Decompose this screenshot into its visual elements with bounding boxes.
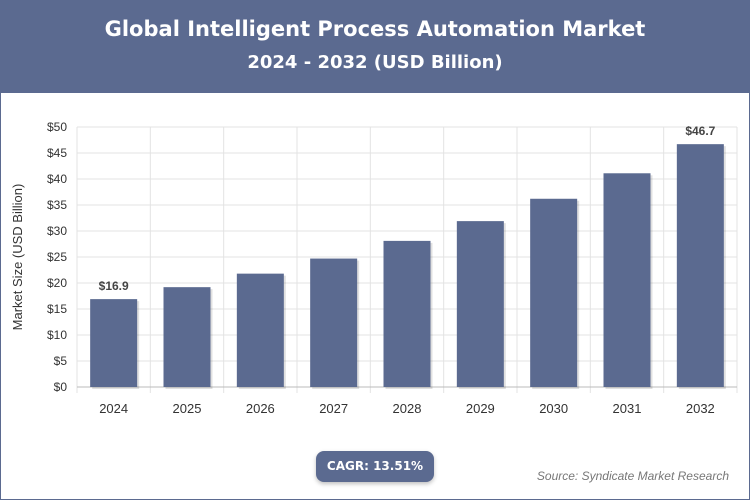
y-tick-label: $0 bbox=[54, 380, 68, 394]
source-note: Source: Syndicate Market Research bbox=[536, 469, 729, 483]
y-tick-label: $10 bbox=[47, 328, 67, 342]
chart-subtitle: 2024 - 2032 (USD Billion) bbox=[247, 52, 503, 73]
x-tick-label: 2027 bbox=[319, 401, 348, 416]
y-tick-label: $40 bbox=[47, 172, 67, 186]
x-tick-label: 2029 bbox=[466, 401, 495, 416]
y-tick-label: $50 bbox=[47, 120, 67, 134]
y-tick-label: $5 bbox=[54, 354, 68, 368]
x-tick-label: 2030 bbox=[539, 401, 568, 416]
x-tick-label: 2028 bbox=[393, 401, 422, 416]
x-tick-label: 2032 bbox=[686, 401, 715, 416]
x-tick-label: 2031 bbox=[613, 401, 642, 416]
x-tick-label: 2026 bbox=[246, 401, 275, 416]
y-tick-label: $30 bbox=[47, 224, 67, 238]
bar bbox=[383, 240, 431, 387]
x-tick-label: 2024 bbox=[99, 401, 128, 416]
y-axis-title: Market Size (USD Billion) bbox=[10, 184, 25, 331]
data-label: $46.7 bbox=[685, 124, 715, 138]
bar bbox=[163, 287, 211, 387]
x-tick-label: 2025 bbox=[173, 401, 202, 416]
chart-title: Global Intelligent Process Automation Ma… bbox=[104, 17, 646, 41]
bar bbox=[310, 258, 358, 387]
bar bbox=[456, 221, 504, 387]
y-tick-label: $35 bbox=[47, 198, 67, 212]
cagr-badge: CAGR: 13.51% bbox=[316, 451, 434, 482]
data-label: $16.9 bbox=[99, 279, 129, 293]
y-tick-label: $20 bbox=[47, 276, 67, 290]
bar bbox=[90, 299, 138, 387]
bar bbox=[676, 144, 724, 387]
bar bbox=[603, 173, 651, 387]
bar bbox=[236, 273, 284, 387]
y-tick-label: $25 bbox=[47, 250, 67, 264]
y-tick-label: $45 bbox=[47, 146, 67, 160]
bar bbox=[530, 198, 578, 387]
chart-header: Global Intelligent Process Automation Ma… bbox=[1, 1, 749, 93]
y-tick-label: $15 bbox=[47, 302, 67, 316]
